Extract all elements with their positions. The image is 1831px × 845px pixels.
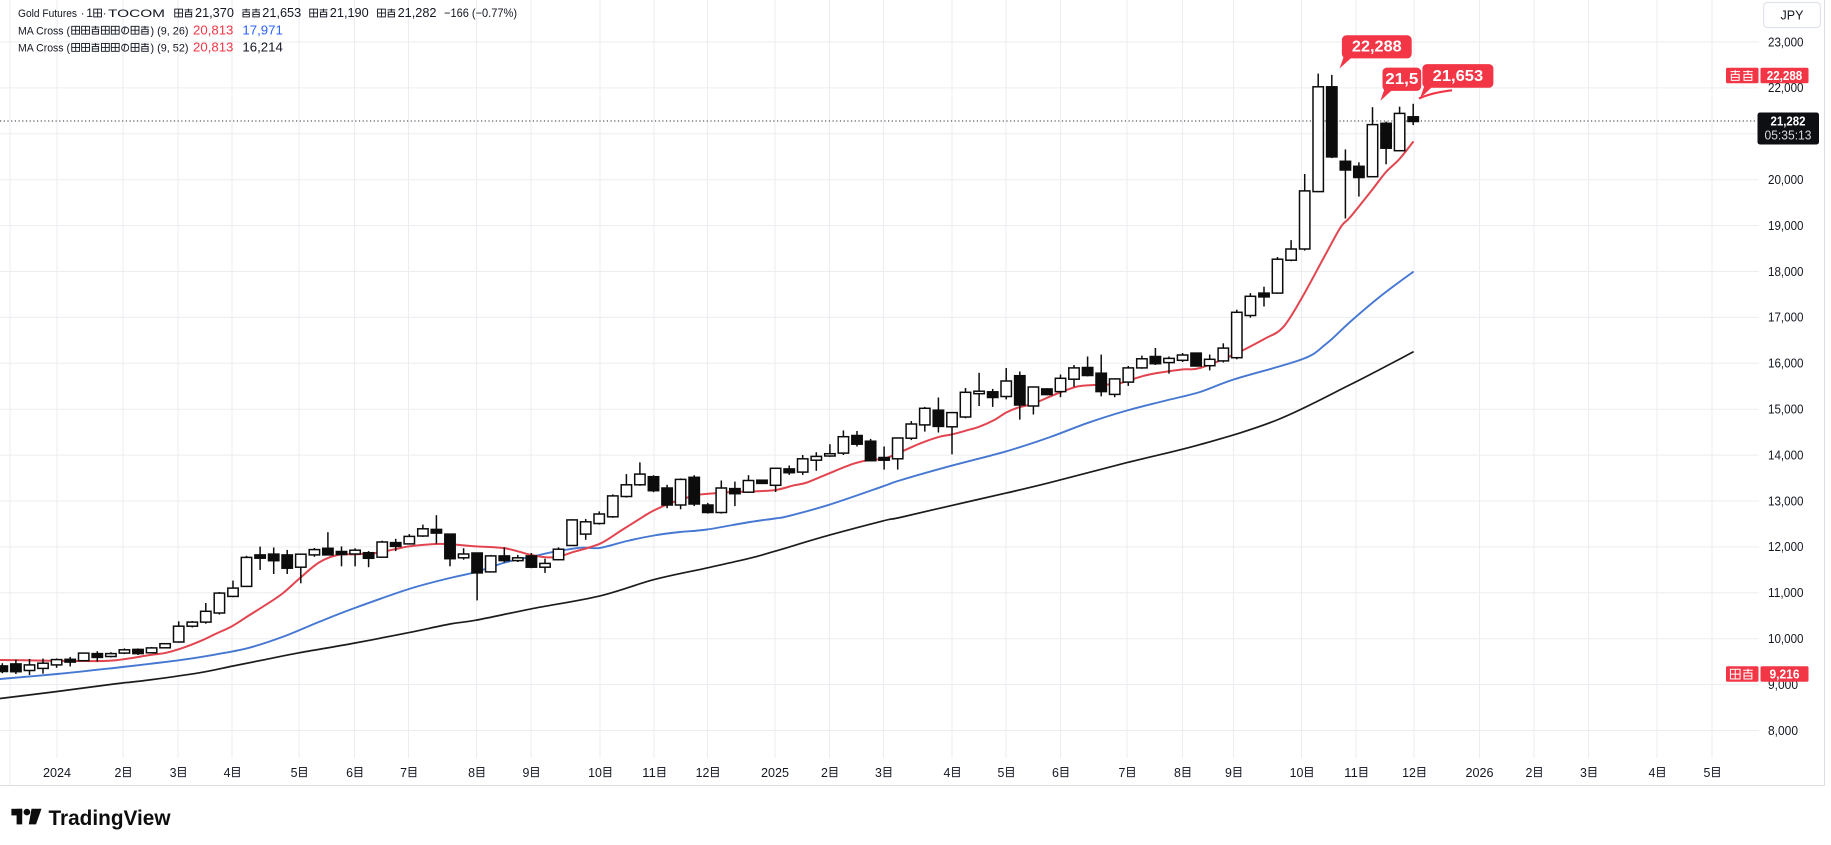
svg-text:) (9, 52): ) (9, 52) [151,43,189,55]
svg-text:2024: 2024 [43,765,71,780]
svg-text:12: 12 [696,766,710,780]
svg-text:Gold Futures: Gold Futures [18,8,77,20]
svg-text:2025: 2025 [761,765,789,780]
svg-text:11: 11 [642,766,656,780]
svg-text:17,971: 17,971 [242,23,282,37]
svg-text:20,000: 20,000 [1768,172,1804,187]
svg-text:2026: 2026 [1466,765,1494,780]
svg-text:22,000: 22,000 [1768,80,1804,95]
svg-text:05:35:13: 05:35:13 [1765,129,1812,143]
svg-text:TOCOM: TOCOM [108,8,165,20]
svg-text:12,000: 12,000 [1768,539,1804,554]
svg-text:4: 4 [1649,766,1656,780]
svg-text:10: 10 [588,766,602,780]
svg-text:18,000: 18,000 [1768,264,1804,279]
svg-text:22,288: 22,288 [1767,69,1803,83]
svg-text:2: 2 [115,766,122,780]
svg-text:5: 5 [291,766,298,780]
svg-text:4: 4 [224,766,231,780]
svg-text:23,000: 23,000 [1768,34,1804,49]
svg-text:3: 3 [875,766,882,780]
svg-text:6: 6 [346,766,353,780]
svg-text:5: 5 [998,766,1005,780]
svg-text:10,000: 10,000 [1768,631,1804,646]
svg-text:15,000: 15,000 [1768,402,1804,417]
svg-text:9: 9 [523,766,530,780]
svg-text:−166 (−0.77%): −166 (−0.77%) [444,6,517,20]
svg-text:7: 7 [1119,766,1126,780]
svg-text:7: 7 [400,766,407,780]
svg-text:3: 3 [170,766,177,780]
svg-text:17,000: 17,000 [1768,310,1804,325]
svg-text:JPY: JPY [1781,8,1805,22]
svg-text:MA Cross (: MA Cross ( [18,25,70,37]
svg-text:8,000: 8,000 [1768,723,1798,738]
svg-text:9: 9 [1225,766,1232,780]
svg-text:21,282: 21,282 [398,6,437,20]
svg-text:2: 2 [821,766,828,780]
svg-text:21,653: 21,653 [262,6,301,20]
svg-text:12: 12 [1402,766,1416,780]
svg-text:11,000: 11,000 [1768,585,1804,600]
svg-text:11: 11 [1344,766,1358,780]
svg-text:21,370: 21,370 [195,6,234,20]
svg-text:21,653: 21,653 [1433,68,1484,85]
svg-text:9,216: 9,216 [1770,668,1800,682]
svg-text:10: 10 [1290,766,1304,780]
svg-text:MA Cross (: MA Cross ( [18,43,70,55]
svg-text:13,000: 13,000 [1768,493,1804,508]
svg-text:·: · [103,8,107,20]
svg-text:4: 4 [944,766,951,780]
svg-text:21,5: 21,5 [1385,71,1418,88]
svg-text:6: 6 [1052,766,1059,780]
svg-text:21,190: 21,190 [330,6,369,20]
svg-text:) (9, 26): ) (9, 26) [151,25,189,37]
svg-text:1: 1 [86,6,93,20]
svg-text:2: 2 [1526,766,1533,780]
svg-text:16,214: 16,214 [242,41,282,55]
svg-text:·: · [81,8,85,20]
svg-text:8: 8 [1174,766,1181,780]
svg-text:19,000: 19,000 [1768,218,1804,233]
svg-text:14,000: 14,000 [1768,447,1804,462]
svg-text:16,000: 16,000 [1768,356,1804,371]
svg-text:8: 8 [468,766,475,780]
svg-text:3: 3 [1580,766,1587,780]
svg-text:22,288: 22,288 [1352,39,1402,56]
svg-text:TradingView: TradingView [49,806,171,830]
svg-text:20,813: 20,813 [193,41,233,55]
svg-text:5: 5 [1704,766,1711,780]
svg-text:21,282: 21,282 [1771,114,1806,129]
svg-text:20,813: 20,813 [193,23,233,37]
